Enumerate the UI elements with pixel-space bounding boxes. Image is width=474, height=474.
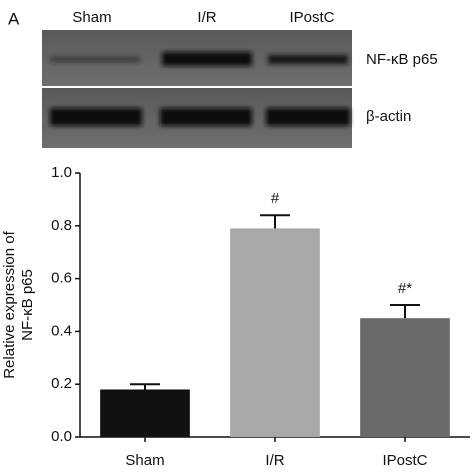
bar (230, 228, 320, 437)
band (266, 108, 350, 126)
lane-label: Sham (72, 9, 111, 26)
bar (360, 318, 450, 437)
row-label: β-actin (366, 108, 411, 125)
y-axis-label: Relative expression of (1, 230, 18, 378)
y-tick-label: 0.2 (51, 375, 72, 392)
significance-label: # (271, 190, 280, 207)
significance-label: #* (398, 280, 412, 297)
band (162, 52, 252, 66)
band (268, 55, 348, 64)
x-tick-label: IPostC (382, 452, 427, 469)
x-tick-label: Sham (125, 452, 164, 469)
y-tick-label: 1.0 (51, 164, 72, 181)
row-label: NF-κB p65 (366, 51, 438, 68)
band (50, 108, 142, 126)
band (50, 57, 140, 62)
panel-label: A (8, 9, 20, 28)
blot (42, 30, 352, 148)
lane-label: I/R (197, 9, 216, 26)
y-axis-label: NF-κB p65 (19, 269, 36, 341)
lane-label: IPostC (289, 9, 334, 26)
x-tick-label: I/R (265, 452, 284, 469)
y-tick-label: 0.8 (51, 217, 72, 234)
band (160, 108, 252, 126)
bar (100, 389, 190, 437)
y-tick-label: 0.0 (51, 428, 72, 445)
y-tick-label: 0.4 (51, 322, 72, 339)
y-tick-label: 0.6 (51, 270, 72, 287)
bands (50, 52, 350, 126)
